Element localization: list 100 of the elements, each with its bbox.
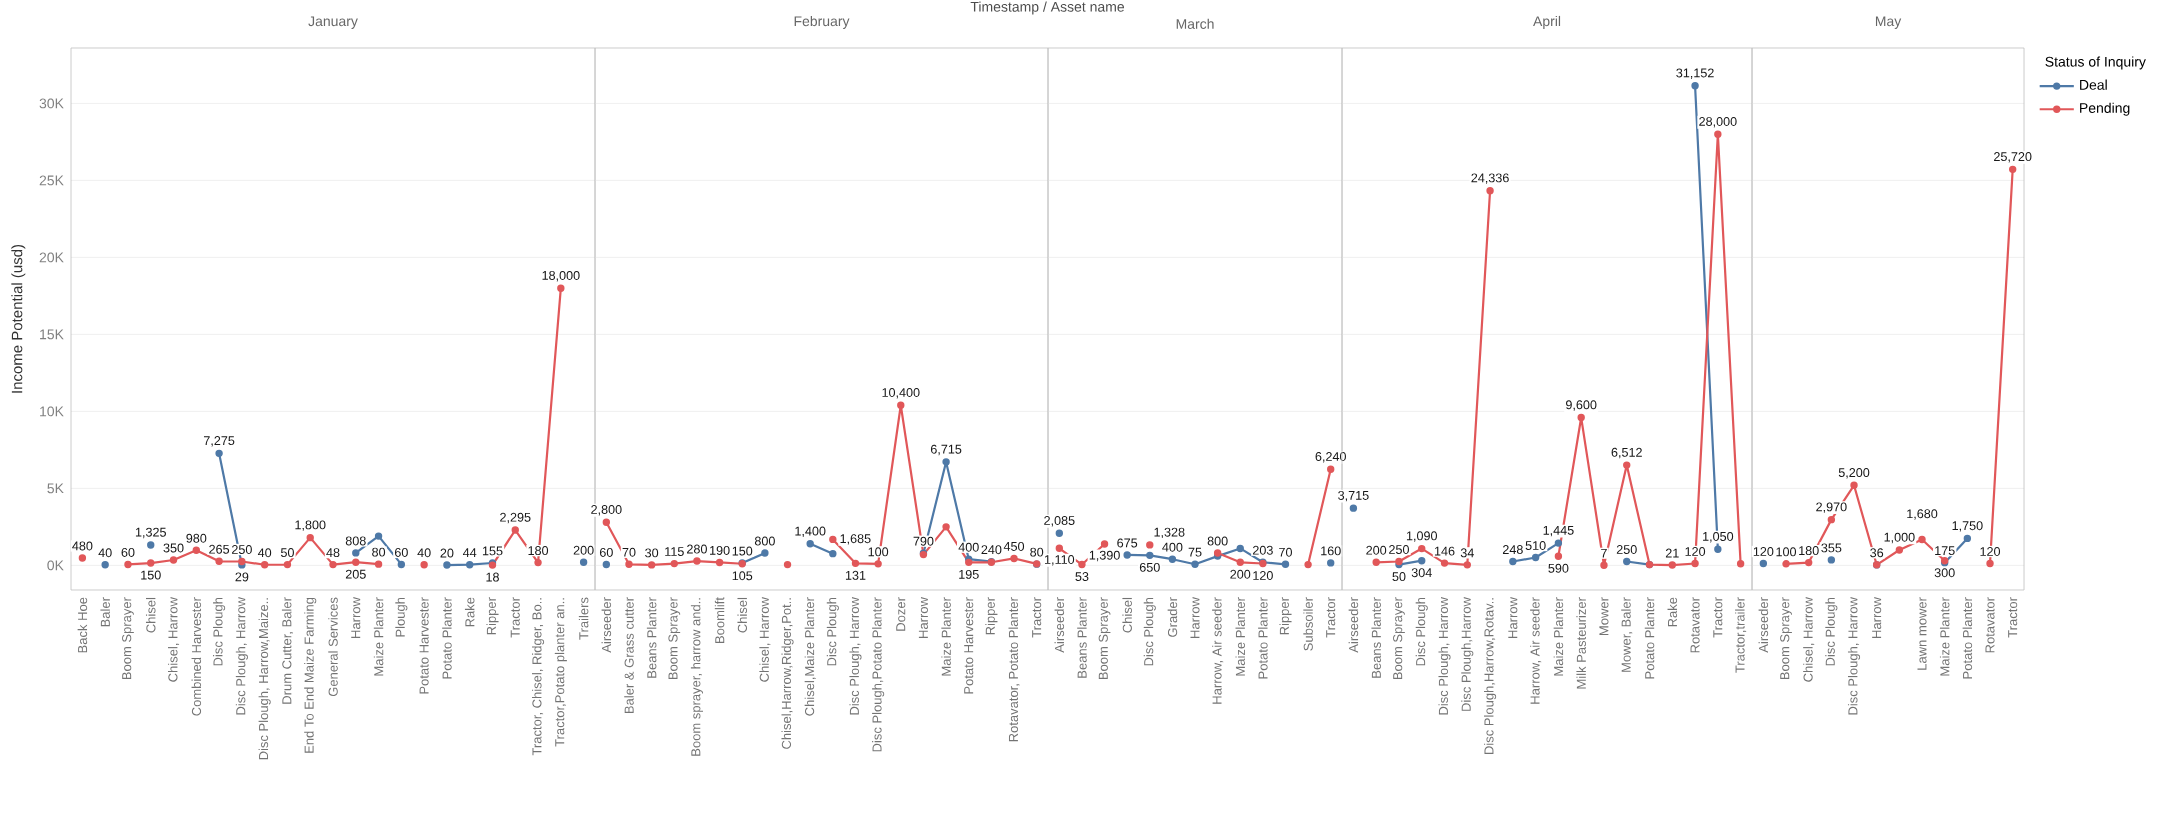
x-tick-label: Potato Harvester [419, 597, 429, 694]
x-tick-label: Chisel, Harrow [167, 597, 180, 682]
x-tick-label: Tractor, Chisel, Ridger, Bo.. [532, 598, 545, 756]
data-label: 1,328 [1154, 527, 1185, 539]
y-tick-label: 15K [40, 329, 64, 340]
x-tick-label: Airseeder [1348, 597, 1359, 653]
data-label: 6,512 [1611, 447, 1642, 459]
x-tick-label: General Services [328, 597, 338, 697]
data-label: 1,680 [1907, 509, 1938, 520]
x-tick-label: Tractor,Potato planter an.. [554, 598, 567, 747]
x-tick-label: Disc Plough,Harrow [1461, 597, 1474, 711]
x-tick-label: Ripper [486, 597, 499, 635]
x-tick-label: Tractor,trailer [1735, 597, 1747, 673]
data-label: 190 [710, 545, 730, 555]
data-label: 400 [958, 542, 979, 552]
y-axis-title: Income Potential (usd) [11, 244, 26, 393]
x-tick-label: Chisel, Harrow [1803, 597, 1815, 682]
y-tick-label: 5K [47, 483, 64, 494]
y-tick-label: 30K [39, 98, 64, 109]
x-tick-label: Maize Planter [373, 597, 384, 676]
data-label: 120 [1753, 547, 1774, 556]
data-label: 240 [981, 545, 1002, 555]
data-label: 480 [72, 541, 93, 551]
data-label: 44 [462, 548, 477, 558]
data-label: 150 [141, 570, 161, 580]
data-label: 1,050 [1703, 531, 1734, 543]
data-label: 31,152 [1676, 68, 1714, 79]
x-tick-label: Disc Plough, Harrow [1847, 597, 1861, 715]
x-tick-label: Beans Planter [1077, 597, 1087, 678]
x-tick-label: Tractor [1326, 597, 1336, 638]
data-label: 40 [417, 548, 431, 558]
data-label: 808 [345, 536, 366, 546]
x-tick-label: Combined Harvester [191, 597, 202, 716]
data-label: 146 [1434, 546, 1455, 556]
x-tick-label: Potato Planter [1962, 597, 1973, 679]
data-label: 150 [732, 546, 753, 556]
x-tick-label: Airseeder [601, 597, 612, 653]
x-tick-label: Chisel [1122, 597, 1132, 633]
data-label: 1,400 [795, 526, 826, 537]
data-label: 1,325 [135, 527, 166, 539]
x-tick-label: Dozer [896, 597, 906, 631]
x-tick-label: Harrow [1508, 597, 1518, 638]
data-label: 48 [326, 548, 340, 558]
data-label: 50 [1392, 572, 1406, 582]
x-tick-label: Disc Plough [826, 597, 839, 666]
data-label: 3,715 [1338, 490, 1369, 502]
chart-title: January [308, 16, 358, 29]
data-label: 1,000 [1884, 532, 1915, 544]
data-label: 30 [645, 548, 659, 558]
x-tick-label: Baler & Grass cutter [624, 597, 634, 714]
data-label: 200 [1230, 569, 1251, 579]
x-tick-label: Drum Cutter, Baler [281, 597, 293, 704]
x-tick-label: Lawn mower [1917, 597, 1927, 670]
x-tick-label: Airseeder [1054, 597, 1065, 653]
data-label: 800 [1207, 536, 1228, 546]
data-label: 60 [394, 547, 408, 557]
data-label: 2,295 [500, 512, 531, 524]
x-tick-label: Boom Sprayer [1393, 597, 1405, 680]
chart-title: February [794, 15, 850, 29]
data-label: 250 [1389, 545, 1409, 554]
data-label: 1,110 [1045, 555, 1075, 566]
data-label: 9,600 [1566, 400, 1597, 411]
legend-label: Deal [2080, 79, 2107, 90]
x-tick-label: Rotavator, Potato Planter [1008, 597, 1020, 742]
data-label: 60 [599, 547, 613, 557]
data-label: 21 [1665, 548, 1679, 558]
data-label: 205 [345, 569, 366, 579]
x-tick-label: Harrow [351, 597, 361, 638]
data-label: 155 [482, 546, 503, 556]
data-label: 120 [1253, 571, 1273, 580]
x-tick-label: Harrow, Air seeder [1212, 597, 1224, 704]
data-label: 350 [163, 543, 184, 553]
x-tick-label: Rotavator [1985, 597, 1995, 653]
x-tick-label: Disc Plough, Harrow,Maize.. [258, 598, 271, 760]
data-label: 180 [528, 546, 549, 556]
data-label: 790 [913, 536, 934, 546]
x-tick-label: Chisel,Harrow,Ridger,Pot.. [781, 598, 794, 749]
data-label: 510 [1525, 541, 1546, 550]
x-tick-label: Chisel [145, 597, 156, 633]
y-tick-label: 25K [39, 175, 64, 186]
data-label: 70 [622, 547, 636, 557]
legend-title: Status of Inquiry [2045, 56, 2146, 70]
x-tick-label: Rotavator [1690, 597, 1700, 653]
x-tick-label: Tractor [2008, 597, 2018, 638]
x-tick-label: Chisel,Maize Planter [804, 597, 816, 716]
data-label: 20 [440, 548, 454, 558]
data-label: 265 [209, 544, 230, 554]
x-tick-label: Mower, Baler [1621, 597, 1633, 672]
data-label: 2,800 [591, 505, 622, 516]
x-tick-label: Chisel, Harrow [759, 597, 771, 682]
data-label: 280 [687, 544, 707, 554]
x-tick-label: End To End Maize Farming [304, 597, 317, 753]
x-tick-label: Disc Plough,Harrow,Rotav.. [1484, 598, 1497, 754]
data-label: 7,275 [203, 436, 235, 447]
x-tick-label: Boom Sprayer [1098, 597, 1111, 680]
x-tick-label: Milk Pasteurizer [1576, 597, 1586, 689]
x-tick-label: Boomlift [714, 597, 725, 643]
text: Timestamp / Asset name [970, 1, 1125, 15]
x-tick-label: Harrow [1872, 597, 1882, 638]
x-tick-label: Plough [395, 597, 408, 637]
